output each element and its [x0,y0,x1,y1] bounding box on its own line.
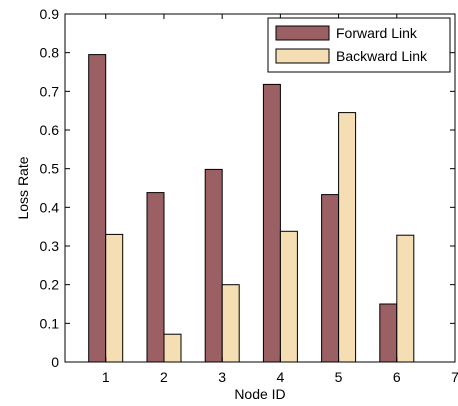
y-axis: 0 0.1 0.2 0.3 0.4 0.5 0.6 0.7 0.8 0.9 [40,6,455,370]
bar-backward-link-node-6 [396,234,415,363]
y-tick-label: 0.8 [40,45,60,61]
x-axis: 1 2 3 4 5 6 7 [102,14,458,385]
x-tick-label: 4 [276,369,284,385]
legend-swatch-forward-link [275,25,330,41]
x-tick-label: 7 [451,369,458,385]
bar-backward-link-node-5 [338,112,357,363]
x-tick-label: 2 [160,369,168,385]
y-tick-label: 0.1 [40,315,60,331]
legend-label-forward-link: Forward Link [336,25,418,41]
y-tick-label: 0 [51,354,59,370]
y-axis-label: Loss Rate [15,156,31,219]
y-tick-label: 0.2 [40,277,60,293]
legend-label-backward-link: Backward Link [336,48,428,64]
y-tick-label: 0.6 [40,122,60,138]
bar-backward-link-node-1 [105,233,124,363]
y-tick-label: 0.4 [40,199,60,215]
bar-forward-link-node-1 [88,54,107,363]
legend: Forward Link Backward Link [267,17,451,73]
bar-forward-link-node-5 [321,194,340,363]
bar-forward-link-node-6 [379,303,398,363]
y-tick-label: 0.5 [40,161,60,177]
x-tick-label: 5 [335,369,343,385]
x-tick-label: 3 [218,369,226,385]
plot-area-frame [64,13,456,363]
bar-forward-link-node-2 [146,192,165,363]
bars-group [88,54,415,363]
x-tick-label: 1 [102,369,110,385]
x-tick-label: 6 [393,369,401,385]
bar-backward-link-node-3 [221,284,240,363]
y-tick-label: 0.3 [40,238,60,254]
y-tick-label: 0.7 [40,83,60,99]
bar-forward-link-node-4 [262,83,281,363]
x-axis-label: Node ID [234,386,285,402]
bar-backward-link-node-4 [279,230,298,363]
y-tick-label: 0.9 [40,6,60,22]
bar-backward-link-node-2 [163,333,182,363]
legend-swatch-backward-link [275,48,330,64]
bar-forward-link-node-3 [204,168,223,363]
